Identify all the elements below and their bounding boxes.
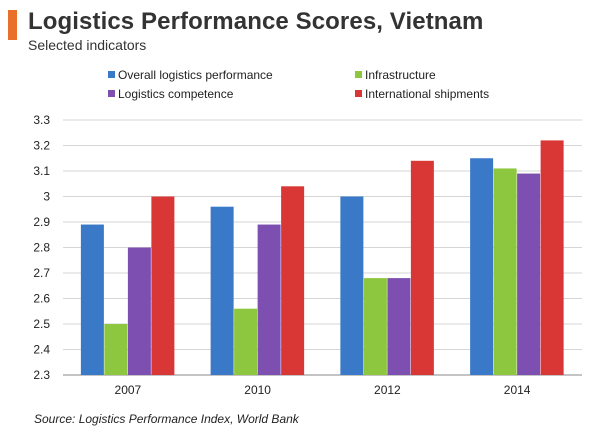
y-tick-label: 3.1	[33, 164, 50, 178]
bar-overall-logistics-performance-2010	[210, 206, 234, 375]
bar-logistics-competence-2007	[127, 247, 151, 375]
y-tick-label: 2.8	[33, 241, 50, 255]
y-tick-label: 2.7	[33, 266, 50, 280]
x-tick-label: 2007	[115, 383, 142, 397]
title-accent-bar	[8, 10, 17, 40]
chart-bars	[80, 140, 564, 375]
bar-international-shipments-2007	[151, 196, 175, 375]
x-tick-label: 2014	[504, 383, 531, 397]
legend-swatch	[108, 90, 115, 97]
bar-overall-logistics-performance-2007	[80, 224, 104, 375]
y-tick-label: 2.9	[33, 215, 50, 229]
x-axis: 2007 2010 2012 2014	[115, 383, 531, 397]
legend-swatch	[108, 71, 115, 78]
y-tick-label: 3	[43, 190, 50, 204]
bar-infrastructure-2012	[363, 278, 387, 375]
bar-overall-logistics-performance-2014	[470, 158, 494, 375]
chart-title: Logistics Performance Scores, Vietnam	[28, 8, 484, 35]
legend-swatch	[355, 71, 362, 78]
legend-swatch	[355, 90, 362, 97]
bar-logistics-competence-2010	[257, 224, 281, 375]
legend-label: Infrastructure	[365, 68, 436, 82]
bar-international-shipments-2010	[281, 186, 305, 375]
legend-label: International shipments	[365, 87, 489, 101]
legend-label: Logistics competence	[118, 87, 234, 101]
y-tick-label: 2.3	[33, 368, 50, 382]
y-axis-ticks: 2.3 2.4 2.5 2.6 2.7 2.8 2.9 3 3.1 3.2 3.3	[33, 113, 50, 382]
x-tick-label: 2012	[374, 383, 401, 397]
y-tick-label: 3.3	[33, 113, 50, 127]
bar-international-shipments-2012	[410, 160, 434, 375]
bar-international-shipments-2014	[540, 140, 564, 375]
bar-infrastructure-2010	[234, 308, 258, 375]
y-tick-label: 3.2	[33, 139, 50, 153]
y-tick-label: 2.6	[33, 292, 50, 306]
legend-label: Overall logistics performance	[118, 68, 273, 82]
y-tick-label: 2.5	[33, 317, 50, 331]
y-tick-label: 2.4	[33, 343, 50, 357]
bar-infrastructure-2014	[493, 168, 517, 375]
bar-overall-logistics-performance-2012	[340, 196, 364, 375]
x-tick-label: 2010	[244, 383, 271, 397]
bar-logistics-competence-2012	[387, 278, 411, 375]
bar-logistics-competence-2014	[517, 173, 541, 375]
chart-subtitle: Selected indicators	[28, 37, 147, 53]
chart-legend: Overall logistics performance Infrastruct…	[108, 68, 489, 101]
source-note: Source: Logistics Performance Index, Wor…	[34, 412, 299, 426]
bar-infrastructure-2007	[104, 324, 128, 375]
